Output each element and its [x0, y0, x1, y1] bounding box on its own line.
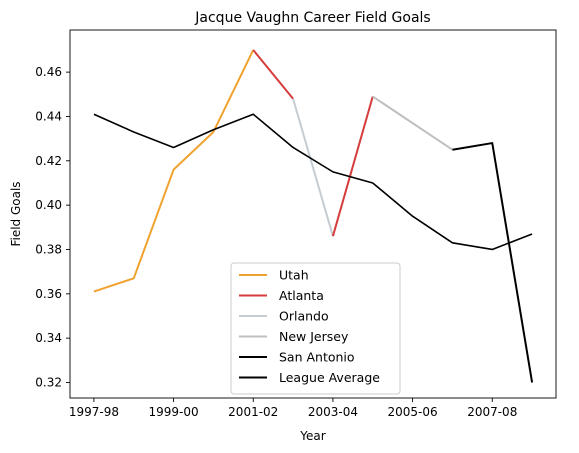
y-tick-label: 0.38: [35, 242, 62, 256]
y-tick-label: 0.46: [35, 65, 62, 79]
x-tick-label: 1997-98: [69, 405, 119, 419]
y-tick-label: 0.40: [35, 198, 62, 212]
axes-frame: [69, 29, 557, 399]
x-tick-label: 1999-00: [149, 405, 199, 419]
series-line-orlando: [292, 98, 334, 237]
y-axis-label: Field Goals: [9, 181, 23, 246]
legend: Utah Atlanta Orlando New Jersey San Antonio L…: [230, 262, 401, 395]
x-tick-label: 2005-06: [388, 405, 438, 419]
series-line-league-average: [93, 113, 533, 251]
y-axis: 0.32 0.34 0.36 0.38 0.40 0.42 0.44 0.46: [35, 65, 70, 389]
series-line-utah: [93, 49, 255, 293]
legend-label: League Average: [279, 370, 380, 385]
y-tick-label: 0.32: [35, 375, 62, 389]
legend-label: Atlanta: [279, 288, 324, 303]
y-tick-label: 0.34: [35, 331, 62, 345]
legend-label: Orlando: [279, 309, 329, 324]
series-line-atlanta: [252, 49, 294, 100]
legend-box: [230, 262, 401, 395]
x-axis: 1997-98 1999-00 2001-02 2003-04 2005-06 2007-…: [69, 398, 517, 419]
y-tick-label: 0.44: [35, 109, 62, 123]
y-tick-label: 0.42: [35, 154, 62, 168]
series-line-new-jersey: [372, 95, 453, 151]
legend-label: San Antonio: [279, 350, 355, 365]
series-line-atlanta: [331, 96, 374, 237]
series-line-san-antonio: [452, 142, 534, 383]
x-tick-label: 2007-08: [467, 405, 517, 419]
x-tick-label: 2003-04: [308, 405, 358, 419]
plot-area: [93, 49, 534, 383]
chart-title: Jacque Vaughn Career Field Goals: [194, 10, 430, 26]
x-tick-label: 2001-02: [228, 405, 278, 419]
legend-label: New Jersey: [279, 329, 349, 344]
legend-label: Utah: [279, 268, 309, 283]
y-tick-label: 0.36: [35, 287, 62, 301]
x-axis-label: Year: [299, 429, 325, 443]
